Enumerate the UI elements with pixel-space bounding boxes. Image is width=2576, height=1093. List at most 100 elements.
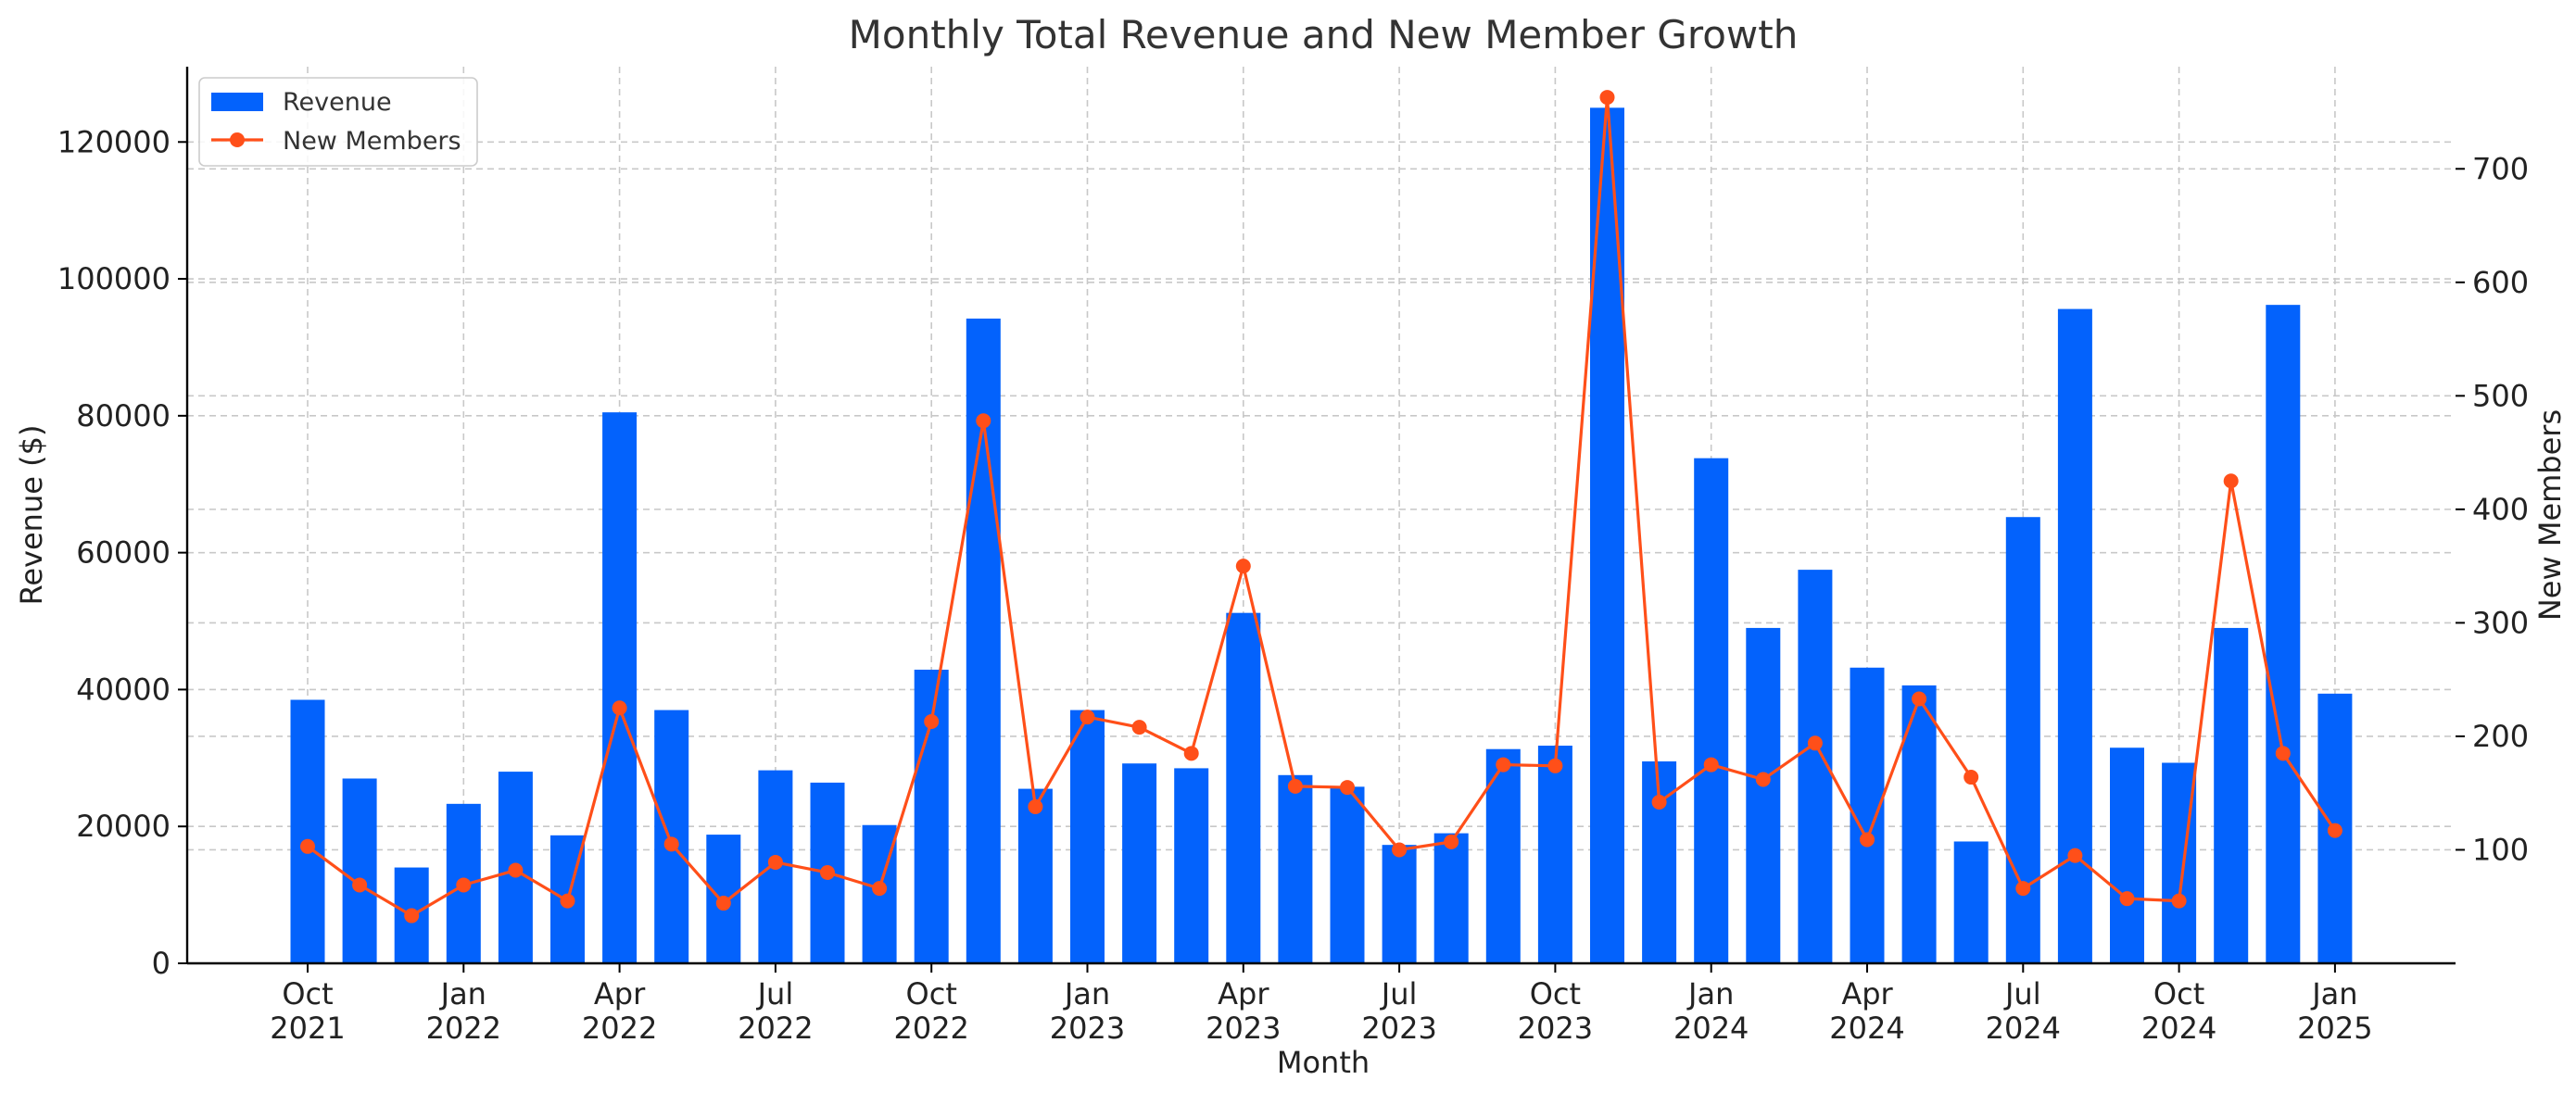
point-new-members: [404, 908, 420, 923]
x-tick-label: Apr: [1841, 976, 1893, 1011]
x-axis-label: Month: [1277, 1045, 1370, 1080]
x-tick-label: 2022: [738, 1011, 813, 1046]
bar-revenue: [1330, 786, 1365, 963]
x-tick-label: 2023: [1050, 1011, 1125, 1046]
x-tick-label: 2024: [1986, 1011, 2061, 1046]
bar-revenue: [1278, 774, 1313, 963]
bar-revenue: [290, 699, 325, 963]
y2-tick-label: 600: [2472, 265, 2529, 300]
bar-revenue: [1226, 612, 1261, 963]
x-tick-label: Jul: [1380, 976, 1418, 1011]
y2-tick-label: 300: [2472, 605, 2529, 640]
bar-revenue: [654, 710, 689, 963]
point-new-members: [924, 714, 940, 730]
bar-revenue: [1174, 768, 1209, 963]
point-new-members: [1496, 757, 1511, 773]
point-new-members: [1080, 710, 1095, 725]
chart-title: Monthly Total Revenue and New Member Gro…: [849, 12, 1799, 57]
x-tick-label: 2023: [1361, 1011, 1436, 1046]
point-new-members: [976, 413, 991, 429]
point-new-members: [2015, 881, 2031, 897]
y-tick-label: 120000: [57, 124, 170, 159]
bar-revenue: [2005, 517, 2040, 963]
x-tick-label: 2025: [2297, 1011, 2372, 1046]
point-new-members: [456, 877, 472, 893]
legend-revenue-swatch: [211, 93, 263, 111]
x-tick-label: Oct: [2153, 976, 2204, 1011]
point-new-members: [1807, 735, 1823, 751]
x-tick-label: Jul: [756, 976, 794, 1011]
y-tick-label: 20000: [76, 809, 170, 844]
bar-revenue: [2162, 762, 2197, 963]
bar-revenue: [602, 412, 638, 964]
point-new-members: [820, 864, 835, 880]
x-tick-label: Apr: [594, 976, 646, 1011]
point-new-members: [1964, 770, 1979, 785]
y2-tick-label: 200: [2472, 719, 2529, 754]
y-tick-label: 40000: [76, 672, 170, 707]
x-tick-label: Oct: [282, 976, 333, 1011]
y2-axis-label: New Members: [2532, 409, 2568, 621]
point-new-members: [663, 836, 679, 852]
point-new-members: [352, 877, 368, 893]
point-new-members: [612, 700, 627, 716]
x-tick-label: Jan: [439, 976, 486, 1011]
y-tick-label: 100000: [57, 261, 170, 296]
point-new-members: [508, 862, 524, 878]
bar-revenue: [2266, 305, 2301, 964]
point-new-members: [300, 838, 315, 854]
x-tick-label: Jan: [1063, 976, 1110, 1011]
legend-frame: [198, 77, 478, 167]
point-new-members: [1183, 746, 1199, 761]
line-new-members: [300, 90, 2342, 923]
x-tick-label: Jul: [2003, 976, 2041, 1011]
y-tick-label: 60000: [76, 535, 170, 571]
point-new-members: [1340, 780, 1355, 796]
point-new-members: [2223, 473, 2239, 489]
x-tick-label: 2024: [1673, 1011, 1749, 1046]
bar-revenue: [2214, 627, 2249, 963]
x-tick-label: Apr: [1218, 976, 1269, 1011]
bar-revenue: [1537, 746, 1572, 963]
x-tick-label: Jan: [1686, 976, 1734, 1011]
x-tick-label: 2024: [1829, 1011, 1904, 1046]
x-tick-label: 2024: [2141, 1011, 2216, 1046]
x-tick-label: Jan: [2310, 976, 2357, 1011]
point-new-members: [872, 881, 888, 897]
point-new-members: [2327, 823, 2342, 838]
point-new-members: [2275, 746, 2291, 761]
bar-revenue: [1122, 763, 1157, 963]
point-new-members: [1755, 772, 1771, 787]
x-tick-label: Oct: [906, 976, 957, 1011]
point-new-members: [1599, 90, 1615, 106]
bars-revenue: [290, 107, 2353, 964]
bar-revenue: [1433, 833, 1469, 963]
legend-members-marker: [230, 132, 245, 147]
point-new-members: [2067, 848, 2083, 863]
bar-revenue: [1746, 627, 1781, 963]
bar-revenue: [1382, 845, 1417, 963]
legend: Revenue New Members: [198, 77, 478, 167]
legend-revenue-label: Revenue: [283, 88, 392, 117]
point-new-members: [2119, 891, 2135, 907]
y2-tick-label: 500: [2472, 378, 2529, 413]
point-new-members: [715, 896, 731, 911]
point-new-members: [767, 854, 783, 870]
y-tick-label: 80000: [76, 398, 170, 433]
x-tick-label: 2022: [426, 1011, 501, 1046]
bar-revenue: [342, 778, 377, 963]
bar-revenue: [1485, 748, 1521, 963]
y2-tick-label: 400: [2472, 492, 2529, 527]
bar-revenue: [2110, 748, 2144, 963]
bar-revenue: [1694, 458, 1729, 963]
bar-revenue: [1017, 788, 1053, 963]
x-tick-label: 2023: [1518, 1011, 1593, 1046]
bar-revenue: [1953, 841, 1989, 963]
point-new-members: [1028, 798, 1043, 814]
y2-tick-label: 100: [2472, 832, 2529, 867]
y-tick-label: 0: [152, 946, 170, 981]
x-tick-label: 2021: [270, 1011, 345, 1046]
legend-members-label: New Members: [283, 127, 461, 156]
